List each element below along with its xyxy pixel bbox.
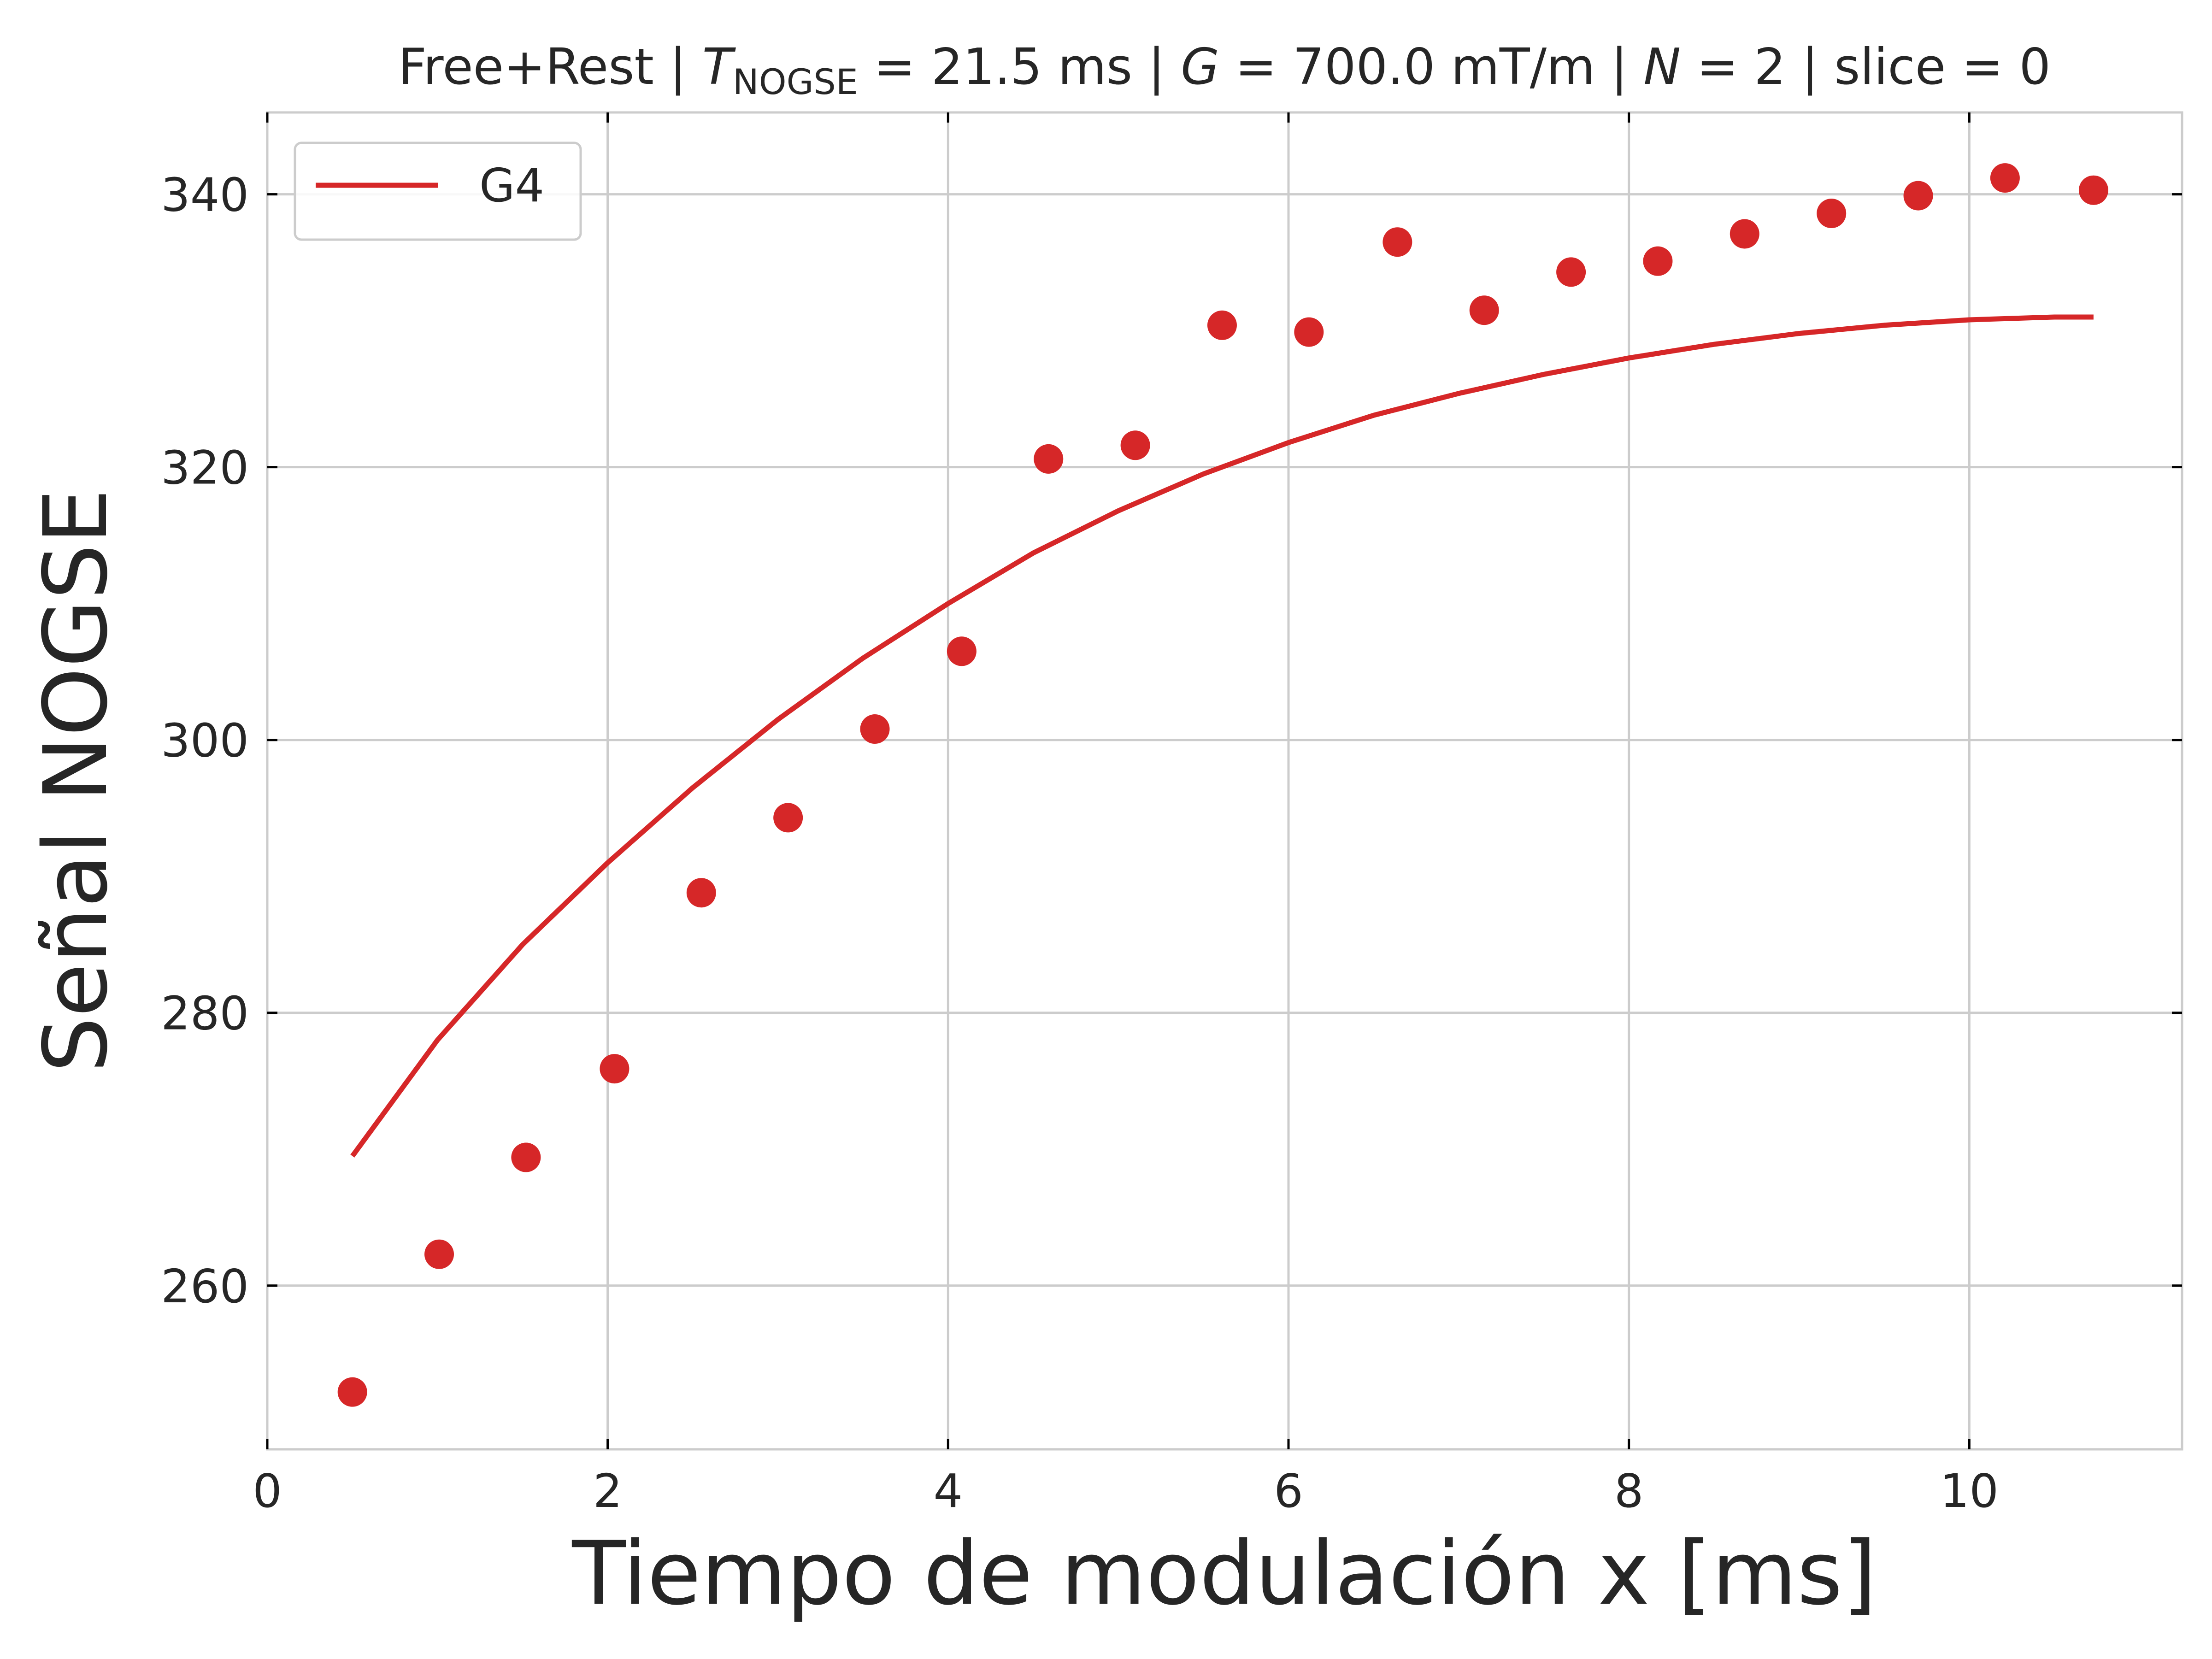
x-tick-label: 4	[934, 1464, 963, 1518]
data-point	[1294, 317, 1324, 347]
x-axis-label: Tiempo de modulación x [ms]	[571, 1523, 1877, 1624]
plot-frame	[266, 111, 2183, 1451]
y-tick-label: 280	[161, 987, 249, 1041]
data-point	[1120, 430, 1150, 460]
data-point	[1990, 163, 2020, 193]
legend-box	[294, 141, 582, 241]
x-tick-label: 2	[593, 1464, 623, 1518]
data-point	[600, 1054, 629, 1084]
data-point	[1903, 181, 1933, 211]
legend: G4	[294, 141, 582, 241]
data-point	[511, 1142, 541, 1172]
data-point	[1207, 310, 1237, 340]
y-tick-label: 300	[161, 714, 249, 768]
data-point	[860, 714, 890, 744]
data-point	[1643, 246, 1673, 276]
y-axis-label: Señal NOGSE	[25, 488, 127, 1072]
data-point	[1034, 444, 1064, 474]
y-tick-labels: 260 280 300 320 340	[161, 168, 249, 1313]
data-point	[1817, 199, 1847, 229]
data-point	[1382, 227, 1412, 257]
x-tick-labels: 0 2 4 6 8 10	[253, 1464, 1999, 1518]
x-tick-label: 0	[253, 1464, 282, 1518]
y-tick-label: 260	[161, 1259, 249, 1313]
data-point	[773, 803, 803, 833]
grid	[266, 112, 2182, 1449]
x-tick-label: 10	[1940, 1464, 1999, 1518]
y-tick-label: 340	[161, 168, 249, 222]
chart-title: Free+Rest | TNOGSE = 21.5 ms | G = 700.0…	[398, 38, 2051, 102]
data-point	[947, 636, 977, 666]
y-tick-label: 320	[161, 441, 249, 495]
x-tick-label: 6	[1274, 1464, 1303, 1518]
data-point	[337, 1377, 367, 1407]
ticks	[266, 112, 2182, 1449]
legend-label-g4: G4	[479, 159, 544, 212]
data-point	[1730, 219, 1759, 249]
data-point	[1556, 257, 1586, 287]
data-point	[424, 1239, 454, 1269]
series-line-g4	[350, 314, 2094, 1158]
data-point	[1469, 295, 1499, 325]
data-point	[2078, 175, 2108, 205]
x-tick-label: 8	[1614, 1464, 1644, 1518]
data-point	[686, 878, 716, 908]
marks	[337, 163, 2108, 1407]
